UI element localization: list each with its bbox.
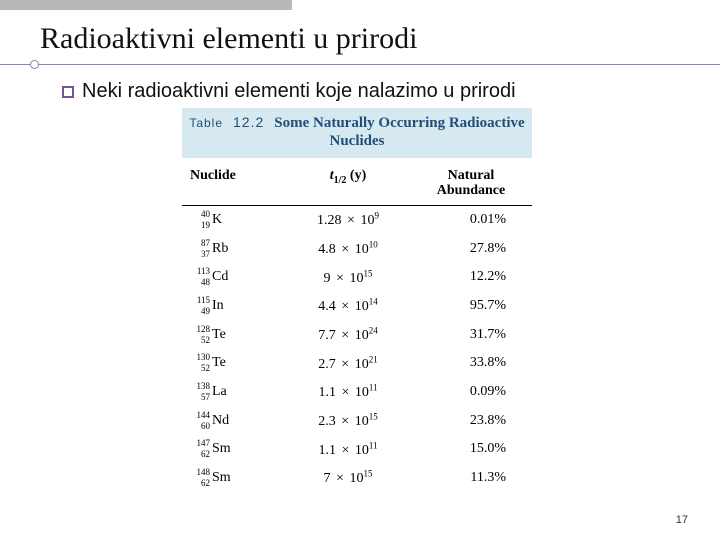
cell-nuclide: 14762Sm: [190, 441, 278, 457]
page-number: 17: [676, 514, 688, 526]
table-title-bar: Table 12.2 Some Naturally Occurring Radi…: [182, 108, 532, 158]
table-row: 14862Sm7 × 101511.3%: [182, 464, 532, 493]
slide-title: Radioaktivni elementi u prirodi: [40, 22, 417, 56]
table-caption: Some Naturally Occurring Radioactive Nuc…: [274, 115, 524, 149]
col-nuclide: Nuclide: [190, 168, 278, 199]
cell-abundance: 95.7%: [418, 298, 524, 314]
cell-abundance: 12.2%: [418, 269, 524, 285]
table-body: 4019K1.28 × 1090.01%8737Rb4.8 × 101027.8…: [182, 206, 532, 493]
cell-nuclide: 14862Sm: [190, 470, 278, 486]
title-underline-dot: [30, 60, 39, 69]
cell-half-life: 7.7 × 1024: [278, 325, 418, 344]
col-abundance: Natural Abundance: [418, 168, 524, 199]
table-column-headers: Nuclide t1/2 (y) Natural Abundance: [182, 158, 532, 206]
title-underline: [0, 64, 720, 65]
cell-nuclide: 4019K: [190, 212, 278, 228]
cell-half-life: 7 × 1015: [278, 469, 418, 488]
half-life-sub: 1/2: [334, 175, 347, 186]
cell-abundance: 15.0%: [418, 441, 524, 457]
cell-abundance: 27.8%: [418, 241, 524, 257]
table-number: 12.2: [233, 114, 264, 130]
table-figure: Table 12.2 Some Naturally Occurring Radi…: [182, 108, 532, 492]
bullet-text: Neki radioaktivni elementi koje nalazimo…: [82, 80, 516, 103]
cell-abundance: 23.8%: [418, 413, 524, 429]
cell-half-life: 4.8 × 1010: [278, 239, 418, 258]
cell-nuclide: 14460Nd: [190, 413, 278, 429]
cell-nuclide: 8737Rb: [190, 241, 278, 257]
cell-nuclide: 13857La: [190, 384, 278, 400]
cell-half-life: 1.28 × 109: [278, 211, 418, 230]
table-row: 4019K1.28 × 1090.01%: [182, 206, 532, 235]
cell-nuclide: 11348Cd: [190, 269, 278, 285]
cell-abundance: 11.3%: [418, 470, 524, 486]
table-row: 13857La1.1 × 10110.09%: [182, 378, 532, 407]
table-row: 12852Te7.7 × 102431.7%: [182, 320, 532, 349]
table-row: 11348Cd9 × 101512.2%: [182, 263, 532, 292]
top-accent-bar: [0, 0, 292, 10]
cell-half-life: 4.4 × 1014: [278, 297, 418, 316]
table-row: 8737Rb4.8 × 101027.8%: [182, 234, 532, 263]
abund-l1: Natural: [448, 168, 495, 183]
table-row: 11549In4.4 × 101495.7%: [182, 292, 532, 321]
table-row: 14762Sm1.1 × 101115.0%: [182, 435, 532, 464]
square-bullet-icon: [62, 86, 74, 98]
cell-abundance: 33.8%: [418, 355, 524, 371]
cell-half-life: 1.1 × 1011: [278, 383, 418, 402]
table-row: 14460Nd2.3 × 101523.8%: [182, 406, 532, 435]
table-row: 13052Te2.7 × 102133.8%: [182, 349, 532, 378]
cell-abundance: 0.09%: [418, 384, 524, 400]
abund-l2: Abundance: [437, 183, 505, 198]
half-life-unit: (y): [346, 168, 366, 183]
cell-half-life: 2.7 × 1021: [278, 354, 418, 373]
cell-nuclide: 12852Te: [190, 327, 278, 343]
cell-nuclide: 13052Te: [190, 355, 278, 371]
table-label: Table: [189, 116, 223, 130]
cell-half-life: 2.3 × 1015: [278, 411, 418, 430]
cell-half-life: 9 × 1015: [278, 268, 418, 287]
cell-half-life: 1.1 × 1011: [278, 440, 418, 459]
cell-abundance: 0.01%: [418, 212, 524, 228]
cell-abundance: 31.7%: [418, 327, 524, 343]
col-half-life: t1/2 (y): [278, 168, 418, 199]
bullet-item: Neki radioaktivni elementi koje nalazimo…: [62, 80, 516, 103]
cell-nuclide: 11549In: [190, 298, 278, 314]
